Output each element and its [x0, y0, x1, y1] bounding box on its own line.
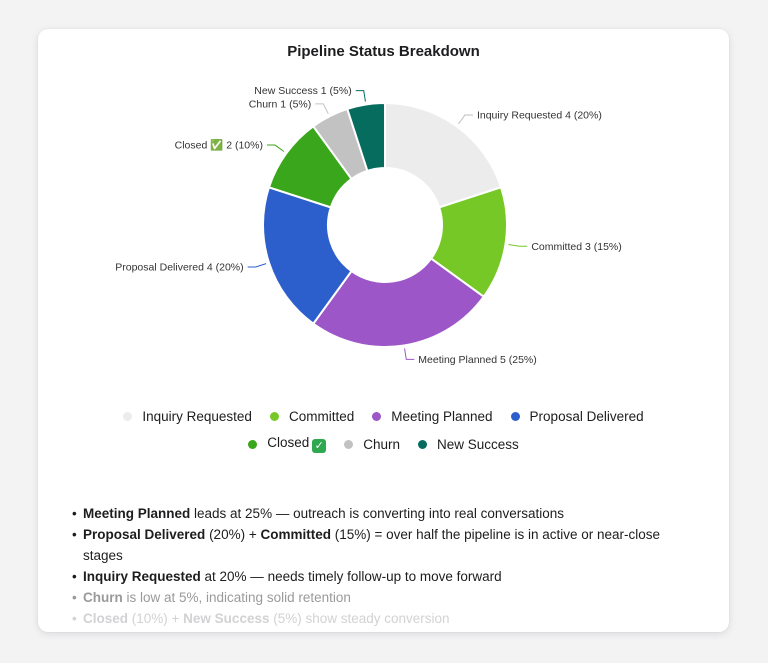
insight-bold: Closed [83, 611, 129, 626]
chart-card: Pipeline Status Breakdown Inquiry Reques… [38, 29, 729, 632]
slice-label-proposal-delivered: Proposal Delivered 4 (20%) [115, 262, 243, 274]
insight-bold: Inquiry Requested [83, 569, 201, 584]
insight-item: Inquiry Requested at 20% — needs timely … [72, 566, 692, 587]
legend-label-closed-text: Closed [267, 435, 310, 450]
legend-label-committed: Committed [288, 409, 355, 424]
insight-text: (20%) + [205, 527, 261, 542]
slice-proposal-delivered[interactable] [262, 186, 353, 326]
slice-meeting-planned[interactable] [311, 257, 486, 348]
legend-item-proposal-delivered[interactable]: Proposal Delivered [510, 409, 644, 424]
insight-text: at 20% — needs timely follow-up to move … [200, 569, 502, 584]
legend-dot-churn [344, 439, 354, 449]
leader-line-churn [315, 103, 329, 114]
insight-item: Closed (10%) + New Success (5%) show ste… [72, 608, 692, 629]
slice-label-closed: Closed ✅ 2 (10%) [175, 139, 263, 152]
insight-item: Meeting Planned leads at 25% — outreach … [72, 503, 692, 524]
slice-new-success[interactable] [346, 101, 386, 173]
legend-dot-inquiry-requested [123, 412, 133, 421]
insight-text: leads at 25% — outreach is converting in… [190, 506, 564, 521]
legend-row-1: Inquiry Requested Committed Meeting Plan… [38, 409, 729, 424]
legend-label-meeting-planned: Meeting Planned [391, 409, 493, 424]
donut-chart: Inquiry Requested 4 (20%) Committed 3 (15… [115, 85, 622, 366]
legend-item-meeting-planned[interactable]: Meeting Planned [372, 409, 493, 424]
legend-label-inquiry-requested: Inquiry Requested [142, 409, 252, 424]
legend-item-churn[interactable]: Churn [344, 435, 400, 453]
legend-item-inquiry-requested[interactable]: Inquiry Requested [123, 409, 252, 424]
insight-text: (5%) show steady conversion [269, 611, 450, 626]
leader-line-committed [508, 244, 528, 247]
legend-row-2: Closed ✓ Churn New Success [38, 435, 729, 453]
insight-item: Proposal Delivered (20%) + Committed (15… [72, 524, 692, 566]
slice-label-churn: Churn 1 (5%) [249, 98, 311, 110]
legend-label-closed: Closed ✓ [267, 435, 327, 453]
legend-dot-meeting-planned [372, 412, 382, 421]
slice-label-new-success: New Success 1 (5%) [254, 85, 351, 97]
insight-bold: Committed [260, 527, 331, 542]
insight-text: is low at 5%, indicating solid retention [122, 590, 351, 605]
legend-dot-closed [248, 439, 258, 449]
insight-bold: Proposal Delivered [83, 527, 206, 542]
chart-title: Pipeline Status Breakdown [287, 43, 480, 60]
leader-line-inquiry-requested [458, 114, 473, 125]
legend-item-committed[interactable]: Committed [269, 409, 355, 424]
insight-bold: Meeting Planned [83, 506, 191, 521]
insight-bold: Churn [83, 590, 123, 605]
insights-list: Meeting Planned leads at 25% — outreach … [72, 503, 692, 629]
legend-dot-new-success [418, 439, 428, 449]
legend-label-churn: Churn [363, 436, 401, 452]
slice-label-committed: Committed 3 (15%) [531, 241, 621, 253]
leader-line-meeting-planned [404, 348, 415, 360]
legend-label-proposal-delivered: Proposal Delivered [529, 409, 644, 424]
legend-dot-committed [269, 412, 279, 421]
leader-line-new-success [355, 90, 366, 102]
legend-item-closed[interactable]: Closed ✓ [248, 435, 327, 453]
slice-label-inquiry-requested: Inquiry Requested 4 (20%) [477, 109, 602, 121]
insight-bold: New Success [183, 611, 270, 626]
insight-text: (15%) = over half the pipeline is in act… [83, 527, 661, 563]
check-mark-icon: ✓ [312, 439, 327, 453]
leader-line-proposal-delivered [247, 263, 267, 268]
legend-item-new-success[interactable]: New Success [418, 435, 519, 453]
insight-text: (10%) + [128, 611, 184, 626]
leader-line-closed [266, 144, 285, 152]
legend-label-new-success: New Success [437, 436, 519, 452]
slice-label-meeting-planned: Meeting Planned 5 (25%) [418, 354, 537, 366]
insight-item: Churn is low at 5%, indicating solid ret… [72, 587, 692, 608]
legend-dot-proposal-delivered [510, 412, 520, 421]
slice-inquiry-requested[interactable] [384, 101, 503, 209]
